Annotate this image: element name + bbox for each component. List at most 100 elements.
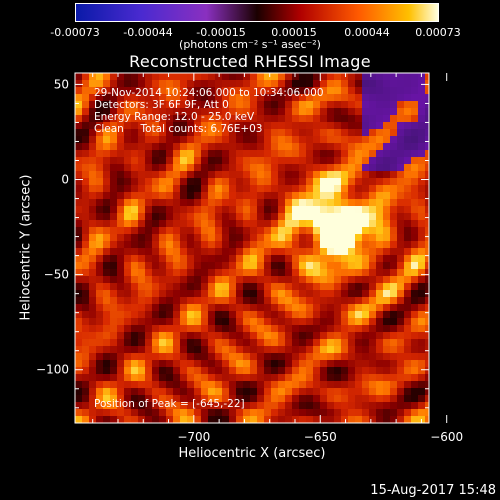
heatmap-cell xyxy=(257,402,265,410)
heatmap-cell xyxy=(138,122,146,130)
heatmap-cell xyxy=(201,360,209,368)
heatmap-cell xyxy=(397,213,405,221)
heatmap-cell xyxy=(320,304,328,312)
heatmap-cell xyxy=(362,73,370,81)
heatmap-cell xyxy=(96,234,104,242)
heatmap-cell xyxy=(145,276,153,284)
heatmap-cell xyxy=(229,325,237,333)
heatmap-cell xyxy=(222,402,230,410)
heatmap-cell xyxy=(110,122,118,130)
heatmap-cell xyxy=(138,80,146,88)
heatmap-cell xyxy=(103,220,111,228)
heatmap-cell xyxy=(138,129,146,137)
heatmap-cell xyxy=(250,332,258,340)
heatmap-cell xyxy=(327,87,335,95)
heatmap-cell xyxy=(397,346,405,354)
heatmap-cell xyxy=(390,115,398,123)
heatmap-cell xyxy=(194,388,202,396)
heatmap-cell xyxy=(341,185,349,193)
heatmap-cell xyxy=(229,248,237,256)
heatmap-cell xyxy=(348,206,356,214)
heatmap-cell xyxy=(278,157,286,165)
heatmap-cell xyxy=(397,311,405,319)
heatmap-cell xyxy=(411,318,419,326)
heatmap-cell xyxy=(208,122,216,130)
heatmap-cell xyxy=(159,297,167,305)
heatmap-cell xyxy=(292,367,300,375)
heatmap-cell xyxy=(187,318,195,326)
heatmap-cell xyxy=(194,318,202,326)
heatmap-cell xyxy=(341,164,349,172)
heatmap-cell xyxy=(369,143,377,151)
heatmap-cell xyxy=(208,115,216,123)
heatmap-cell xyxy=(131,101,139,109)
heatmap-cell xyxy=(285,178,293,186)
heatmap-cell xyxy=(180,136,188,144)
heatmap-cell xyxy=(369,339,377,347)
heatmap-cell xyxy=(341,395,349,403)
heatmap-cell xyxy=(397,157,405,165)
heatmap-cell xyxy=(257,101,265,109)
heatmap-cell xyxy=(110,388,118,396)
heatmap-cell xyxy=(397,199,405,207)
heatmap-cell xyxy=(236,164,244,172)
heatmap-cell xyxy=(187,241,195,249)
heatmap-cell xyxy=(411,73,419,81)
heatmap-cell xyxy=(117,367,125,375)
heatmap-cell xyxy=(82,318,90,326)
heatmap-cell xyxy=(89,227,97,235)
heatmap-cell xyxy=(299,143,307,151)
heatmap-cell xyxy=(271,409,279,417)
heatmap-cell xyxy=(327,276,335,284)
heatmap-cell xyxy=(75,360,83,368)
heatmap-cell xyxy=(285,255,293,263)
heatmap-cell xyxy=(215,171,223,179)
heatmap-cell xyxy=(138,94,146,102)
heatmap-cell xyxy=(278,178,286,186)
heatmap-cell xyxy=(215,80,223,88)
heatmap-cell xyxy=(264,157,272,165)
heatmap-cell xyxy=(348,381,356,389)
heatmap-cell xyxy=(348,367,356,375)
heatmap-cell xyxy=(278,241,286,249)
heatmap-cell xyxy=(355,332,363,340)
heatmap-cell xyxy=(117,388,125,396)
heatmap-cell xyxy=(222,129,230,137)
heatmap-cell xyxy=(138,220,146,228)
heatmap-cell xyxy=(313,227,321,235)
heatmap-cell xyxy=(341,416,349,423)
heatmap-cell xyxy=(152,129,160,137)
heatmap-cell xyxy=(82,332,90,340)
heatmap-cell xyxy=(96,388,104,396)
heatmap-cell xyxy=(187,360,195,368)
heatmap-cell xyxy=(75,94,83,102)
heatmap-cell xyxy=(418,227,426,235)
heatmap-cell xyxy=(152,143,160,151)
heatmap-cell xyxy=(117,290,125,298)
heatmap-cell xyxy=(320,297,328,305)
heatmap-cell xyxy=(110,318,118,326)
heatmap-cell xyxy=(222,325,230,333)
heatmap-cell xyxy=(285,101,293,109)
heatmap-cell xyxy=(362,353,370,361)
heatmap-cell xyxy=(159,290,167,298)
heatmap-cell xyxy=(376,290,384,298)
heatmap-cell xyxy=(369,129,377,137)
heatmap-cell xyxy=(348,262,356,270)
heatmap-cell xyxy=(313,381,321,389)
heatmap-cell xyxy=(355,171,363,179)
heatmap-cell xyxy=(250,206,258,214)
heatmap-cell xyxy=(348,136,356,144)
heatmap-cell xyxy=(103,332,111,340)
heatmap-cell xyxy=(376,276,384,284)
heatmap-cell xyxy=(229,409,237,417)
heatmap-cell xyxy=(390,220,398,228)
heatmap-cell xyxy=(173,262,181,270)
heatmap-cell xyxy=(418,192,426,200)
heatmap-cell xyxy=(341,94,349,102)
heatmap-cell xyxy=(117,276,125,284)
heatmap-cell xyxy=(327,360,335,368)
heatmap-cell xyxy=(327,367,335,375)
heatmap-cell xyxy=(124,409,132,417)
heatmap-cell xyxy=(376,122,384,130)
